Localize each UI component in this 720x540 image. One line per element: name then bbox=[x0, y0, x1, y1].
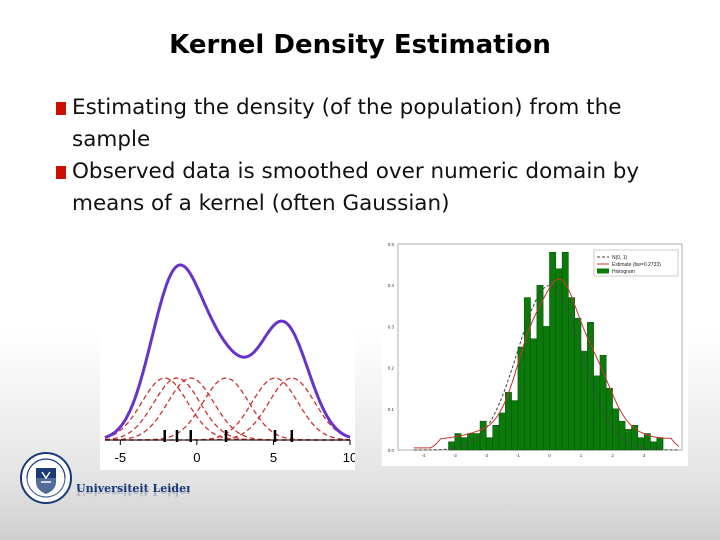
x-tick-label: -4 bbox=[421, 453, 425, 458]
y-tick-labels: 0.0 0.1 0.2 0.3 0.4 0.5 bbox=[388, 242, 395, 453]
histogram-bar bbox=[637, 437, 645, 451]
bullet-square-icon bbox=[56, 102, 66, 115]
histogram-bar bbox=[580, 350, 588, 451]
university-logo: Universiteit Leiden bbox=[20, 452, 190, 504]
x-tick-label: 3 bbox=[643, 453, 646, 458]
x-tick-label: -1 bbox=[516, 453, 520, 458]
kde-sum-curve bbox=[104, 263, 351, 439]
histogram-bar bbox=[473, 433, 481, 451]
legend-label: Estimate (bw=0.2733) bbox=[612, 262, 661, 268]
histogram-bar bbox=[492, 425, 500, 451]
university-logo-reflection: Universiteit Leiden bbox=[20, 478, 190, 504]
bullet-item: Estimating the density (of the populatio… bbox=[56, 92, 696, 156]
y-tick-label: 0.1 bbox=[388, 407, 395, 412]
x-tick-label: 10 bbox=[343, 450, 355, 465]
y-tick-label: 0.3 bbox=[388, 324, 395, 329]
histogram-bar bbox=[498, 412, 506, 451]
university-name: Universiteit Leiden bbox=[76, 482, 190, 495]
shield-icon bbox=[36, 468, 56, 494]
observation-ticks bbox=[163, 430, 294, 442]
x-tick-label: -3 bbox=[453, 453, 457, 458]
histogram-bar bbox=[593, 375, 601, 451]
x-tick-labels: -5 0 5 10 bbox=[115, 450, 355, 465]
bullet-text: Estimating the density (of the populatio… bbox=[72, 95, 622, 152]
x-tick-label: 2 bbox=[611, 453, 614, 458]
histogram-bar bbox=[618, 420, 626, 451]
x-tick-label: -2 bbox=[484, 453, 488, 458]
histogram-bar bbox=[530, 338, 538, 451]
x-tick-label: -5 bbox=[115, 450, 127, 465]
university-name-reflection: Universiteit Leiden bbox=[76, 485, 190, 498]
histogram-bar bbox=[574, 317, 582, 451]
histogram-chart: 0.0 0.1 0.2 0.3 0.4 0.5 -4 -3 -2 -1 0 1 2 3 N(0, 1)E… bbox=[382, 238, 688, 466]
histogram-bar bbox=[460, 437, 468, 451]
histogram-bar bbox=[555, 268, 563, 451]
histogram-bar bbox=[542, 326, 550, 451]
bullet-item: Observed data is smoothed over numeric d… bbox=[56, 156, 696, 220]
histogram-bar bbox=[511, 400, 519, 451]
seal-reflection-icon bbox=[20, 478, 72, 504]
bullet-text: Observed data is smoothed over numeric d… bbox=[72, 159, 640, 216]
y-tick-label: 0.0 bbox=[388, 448, 395, 453]
x-tick-label: 1 bbox=[580, 453, 583, 458]
x-tick-label: 0 bbox=[548, 453, 551, 458]
legend-swatch bbox=[597, 268, 609, 274]
histogram-bar bbox=[624, 429, 632, 451]
estimate-curve bbox=[413, 278, 680, 449]
legend-label: N(0, 1) bbox=[612, 255, 628, 261]
y-tick-label: 0.2 bbox=[388, 366, 395, 371]
kde-kernel-chart: -5 0 5 10 bbox=[100, 240, 355, 470]
histogram-bar bbox=[599, 354, 607, 451]
bullet-square-icon bbox=[56, 166, 66, 179]
legend: N(0, 1)Estimate (bw=0.2733)Histogram bbox=[593, 249, 679, 277]
histogram-bar bbox=[505, 392, 512, 451]
histogram-bar bbox=[479, 420, 487, 451]
histogram-bar bbox=[549, 251, 557, 451]
y-tick-label: 0.4 bbox=[388, 283, 395, 288]
x-tick-label: 0 bbox=[193, 450, 200, 465]
x-tick-labels: -4 -3 -2 -1 0 1 2 3 bbox=[421, 453, 646, 458]
bullet-list: Estimating the density (of the populatio… bbox=[56, 92, 696, 220]
slide-title: Kernel Density Estimation bbox=[169, 30, 551, 60]
y-tick-label: 0.5 bbox=[388, 242, 395, 247]
histogram-bar bbox=[486, 437, 493, 451]
histogram-bar bbox=[561, 251, 569, 451]
x-tick-marks bbox=[119, 440, 351, 445]
x-tick-label: 5 bbox=[270, 450, 277, 465]
histogram-bar bbox=[587, 322, 594, 451]
histogram-bar bbox=[656, 437, 664, 451]
legend-label: Histogram bbox=[612, 269, 635, 275]
